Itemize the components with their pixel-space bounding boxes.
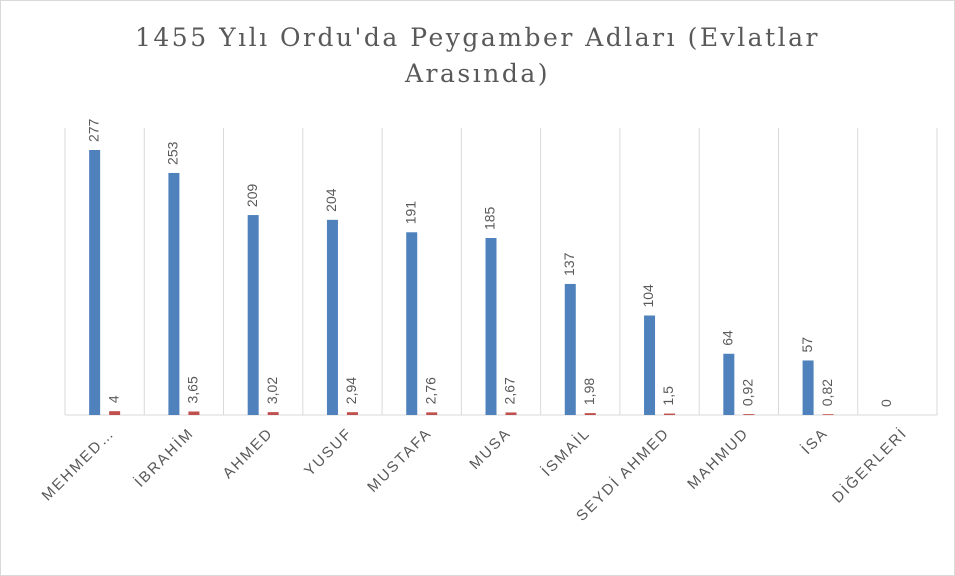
data-label: 2,67 [502, 377, 518, 404]
data-label: 204 [323, 188, 339, 212]
data-label: 3,02 [264, 377, 280, 404]
data-label: 1,5 [660, 386, 676, 406]
data-label: 277 [85, 118, 101, 142]
bar [247, 215, 259, 415]
data-label: 253 [165, 141, 181, 165]
x-tick-label: İSA [798, 424, 832, 458]
x-tick-label: İBRAHİM [131, 424, 198, 491]
x-tick-label: MAHMUD [684, 425, 752, 493]
bar [802, 360, 814, 415]
x-tick-label: MEHMED… [39, 425, 119, 505]
bar [723, 353, 735, 415]
bar [485, 238, 497, 415]
x-tick-label: İSMAİL [538, 424, 594, 480]
bar [168, 172, 180, 415]
data-label: 2,94 [343, 377, 359, 404]
data-label: 209 [244, 183, 260, 207]
data-label: 0,92 [740, 379, 756, 406]
bar [326, 219, 338, 415]
bar [188, 411, 200, 415]
data-label: 0 [878, 399, 894, 407]
x-tick-label: YUSUF [301, 425, 356, 480]
data-label: 4 [105, 395, 121, 403]
data-label: 104 [640, 284, 656, 308]
bar [644, 315, 656, 415]
data-label: 57 [799, 337, 815, 353]
bar [426, 412, 438, 415]
data-label: 191 [402, 201, 418, 225]
data-label: 2,76 [422, 377, 438, 404]
bar [564, 283, 576, 415]
x-tick-label: DİĞERLERİ [828, 424, 911, 507]
bar [664, 413, 676, 415]
data-label: 64 [720, 330, 736, 346]
bar [822, 414, 834, 415]
bar [346, 412, 358, 415]
chart-title: 1455 Yılı Ordu'da Peygamber Adları (Evla… [135, 23, 820, 88]
bar [406, 232, 418, 415]
bar [109, 411, 121, 415]
data-label: 0,82 [819, 379, 835, 406]
data-label: 1,98 [581, 378, 597, 405]
x-tick-label: MUSA [466, 425, 514, 473]
bar [89, 150, 101, 415]
bar [505, 412, 517, 415]
data-label: 137 [561, 252, 577, 276]
bar [584, 413, 596, 415]
x-tick-label: AHMED [219, 425, 276, 482]
bar [743, 414, 755, 415]
x-tick-label: MUSTAFA [364, 425, 435, 496]
data-label: 3,65 [185, 376, 201, 403]
bar [267, 412, 279, 415]
data-label: 185 [482, 206, 498, 230]
